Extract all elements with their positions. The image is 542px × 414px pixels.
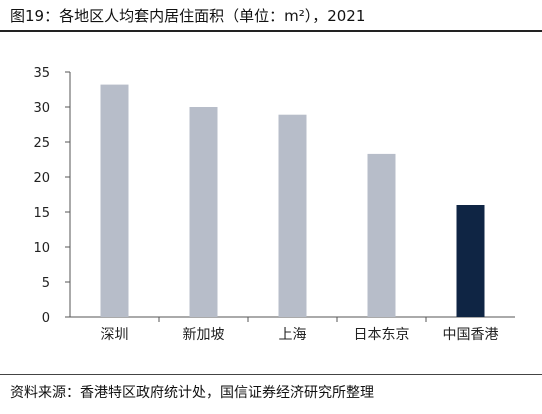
- source-divider: [0, 374, 542, 375]
- y-tick-label: 15: [33, 206, 50, 221]
- bar: [278, 114, 307, 317]
- y-tick-label: 10: [33, 241, 50, 256]
- x-category-label: 日本东京: [354, 327, 410, 343]
- bar: [189, 107, 218, 317]
- source-note: 资料来源：香港特区政府统计处，国信证券经济研究所整理: [10, 385, 374, 401]
- y-axis: 0 5 10 15 20 25 30 35: [33, 66, 71, 326]
- bars: [100, 84, 485, 317]
- y-tick-label: 0: [42, 311, 50, 326]
- bar: [367, 153, 396, 317]
- title-divider: [0, 30, 542, 32]
- y-tick-label: 35: [33, 66, 50, 81]
- y-tick-label: 25: [33, 136, 50, 151]
- y-tick-label: 20: [33, 171, 50, 186]
- x-category-label: 新加坡: [183, 327, 225, 343]
- bar: [100, 84, 129, 317]
- y-tick-label: 30: [33, 101, 50, 116]
- x-category-label: 中国香港: [443, 327, 499, 343]
- x-category-label: 深圳: [101, 327, 129, 343]
- x-axis: 深圳 新加坡 上海 日本东京 中国香港: [70, 316, 515, 343]
- x-category-label: 上海: [279, 327, 307, 343]
- y-tick-label: 5: [42, 276, 50, 291]
- bar-chart: 0 5 10 15 20 25 30 35 深圳 新加坡 上海 日本东京 中国香港: [33, 66, 515, 343]
- bar: [456, 205, 485, 317]
- chart-title: 图19：各地区人均套内居住面积（单位：m²），2021: [10, 7, 366, 25]
